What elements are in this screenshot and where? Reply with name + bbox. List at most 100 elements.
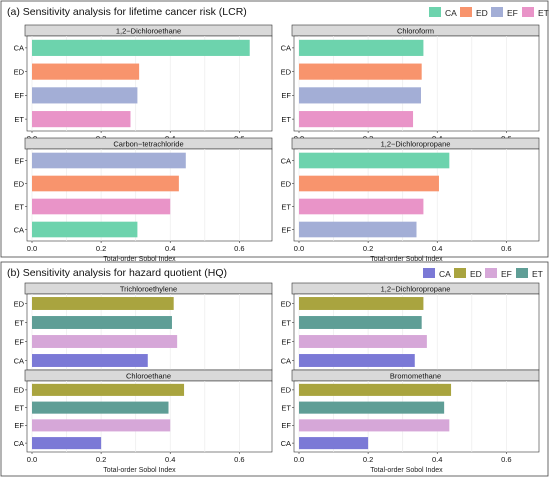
bar-ed bbox=[32, 383, 185, 396]
bar-ed bbox=[299, 383, 452, 396]
bar-ef bbox=[299, 335, 427, 348]
bar-ef bbox=[32, 335, 178, 348]
y-tick-label-et: ET bbox=[281, 318, 291, 327]
x-tick-label: 0.0 bbox=[27, 455, 37, 464]
legend-label: CA bbox=[439, 269, 451, 279]
y-tick-label-ef: EF bbox=[14, 337, 24, 346]
legend-swatch bbox=[491, 7, 503, 17]
legend-item-ed: ED bbox=[460, 7, 488, 18]
y-tick-label-et: ET bbox=[14, 318, 24, 327]
x-tick-label: 0.2 bbox=[363, 455, 373, 464]
x-tick-label: 0.0 bbox=[294, 455, 304, 464]
panel-lcr-1-2-dichloroethane: 1,2−DichloroethaneCAEDEFET0.00.20.40.6 bbox=[14, 24, 273, 143]
x-tick-label: 0.4 bbox=[432, 455, 442, 464]
y-tick-label-ed: ED bbox=[281, 386, 292, 395]
legend-item-ca: CA bbox=[429, 7, 457, 18]
panel-title: Bromomethane bbox=[390, 372, 441, 381]
bar-ef bbox=[299, 87, 421, 104]
x-tick-label: 0.6 bbox=[234, 455, 244, 464]
x-tick-label: 0.4 bbox=[165, 455, 175, 464]
legend-item-et: ET bbox=[522, 7, 549, 18]
y-tick-label-ed: ED bbox=[281, 179, 292, 188]
legend-item-ef: EF bbox=[491, 7, 518, 18]
y-tick-label-et: ET bbox=[14, 202, 24, 211]
y-tick-label-ed: ED bbox=[14, 386, 25, 395]
y-tick-label-et: ET bbox=[281, 403, 291, 412]
y-tick-label-ca: CA bbox=[281, 356, 291, 365]
x-axis-label: Total-order Sobol Index bbox=[370, 467, 443, 474]
y-tick-label-ed: ED bbox=[14, 299, 25, 308]
bar-ed bbox=[32, 297, 174, 310]
legend-label: ET bbox=[538, 8, 549, 18]
legend-label: EF bbox=[501, 269, 512, 279]
y-tick-label-ca: CA bbox=[14, 225, 24, 234]
panel-title: 1,2−Dichloropropane bbox=[381, 140, 451, 149]
bar-ca bbox=[299, 437, 369, 450]
y-tick-label-ef: EF bbox=[281, 91, 291, 100]
x-tick-label: 0.2 bbox=[96, 244, 106, 253]
y-tick-label-ed: ED bbox=[281, 67, 292, 76]
x-tick-label: 0.4 bbox=[165, 244, 175, 253]
y-tick-label-ca: CA bbox=[281, 439, 291, 448]
bar-et bbox=[32, 316, 172, 329]
legend-label: ED bbox=[476, 8, 488, 18]
x-tick-label: 0.2 bbox=[363, 244, 373, 253]
legend-swatch bbox=[460, 7, 472, 17]
bar-ed bbox=[32, 175, 179, 192]
y-tick-label-ca: CA bbox=[14, 44, 24, 53]
bar-ed bbox=[32, 63, 140, 80]
x-axis-label: Total-order Sobol Index bbox=[103, 256, 176, 263]
panel-title: Carbon−tetrachloride bbox=[113, 140, 183, 149]
y-tick-label-ca: CA bbox=[14, 356, 24, 365]
panel-title: Chloroethane bbox=[126, 372, 171, 381]
legend-label: ET bbox=[532, 269, 543, 279]
legend-item-et: ET bbox=[516, 268, 543, 279]
bar-et bbox=[32, 198, 171, 215]
panel-lcr-chloroform: ChloroformCAEDEFET0.00.20.40.6 bbox=[281, 24, 540, 143]
legend-swatch bbox=[423, 268, 435, 278]
bar-et bbox=[299, 316, 422, 329]
legend-swatch bbox=[485, 268, 497, 278]
bar-ca bbox=[32, 437, 102, 450]
bar-ed bbox=[299, 175, 439, 192]
legend-item-ed: ED bbox=[454, 268, 482, 279]
x-tick-label: 0.6 bbox=[501, 244, 511, 253]
legend-label: EF bbox=[507, 8, 518, 18]
y-tick-label-ca: CA bbox=[281, 156, 291, 165]
panel-hq-chloroethane: Chloroethane ED ET EF CA0.0 0.2 0.4 0.6 bbox=[14, 369, 273, 464]
x-tick-label: 0.2 bbox=[96, 455, 106, 464]
legend-swatch bbox=[454, 268, 466, 278]
y-tick-label-et: ET bbox=[14, 403, 24, 412]
x-tick-label: 0.6 bbox=[501, 455, 511, 464]
x-tick-label: 0.0 bbox=[294, 244, 304, 253]
panel-lcr-1-2-dichloropropane: 1,2−Dichloropropane CA ED ET EF 0.0 0.2 0.4 0.6 bbox=[281, 137, 540, 253]
bar-et bbox=[32, 111, 131, 128]
bar-ed bbox=[299, 63, 422, 80]
bar-et bbox=[299, 111, 414, 128]
x-tick-label: 0.0 bbox=[27, 244, 37, 253]
bar-ef bbox=[299, 419, 450, 432]
legend-swatch bbox=[516, 268, 528, 278]
panel-title: Trichloroethylene bbox=[120, 285, 177, 294]
bar-et bbox=[299, 198, 424, 215]
y-tick-label-ef: EF bbox=[14, 91, 24, 100]
x-tick-label: 0.6 bbox=[234, 244, 244, 253]
legend-item-ca: CA bbox=[423, 268, 451, 279]
bar-ca bbox=[32, 221, 138, 238]
bar-et bbox=[32, 401, 169, 414]
y-tick-label-ef: EF bbox=[281, 421, 291, 430]
legend-item-ef: EF bbox=[485, 268, 512, 279]
y-tick-label-ed: ED bbox=[281, 299, 292, 308]
bar-ef bbox=[32, 419, 171, 432]
y-tick-label-ef: EF bbox=[14, 156, 24, 165]
y-tick-label-et: ET bbox=[281, 115, 291, 124]
bar-ca bbox=[299, 354, 415, 367]
panel-title: 1,2−Dichloropropane bbox=[381, 285, 451, 294]
bar-ef bbox=[32, 152, 186, 169]
bar-ca bbox=[299, 152, 450, 169]
y-tick-label-ca: CA bbox=[14, 439, 24, 448]
y-tick-label-ed: ED bbox=[14, 179, 25, 188]
panel-hq-trichloroethylene: TrichloroethyleneEDETEFCA0.00.20.40.6 bbox=[14, 282, 273, 382]
x-axis-label: Total-order Sobol Index bbox=[370, 256, 443, 263]
